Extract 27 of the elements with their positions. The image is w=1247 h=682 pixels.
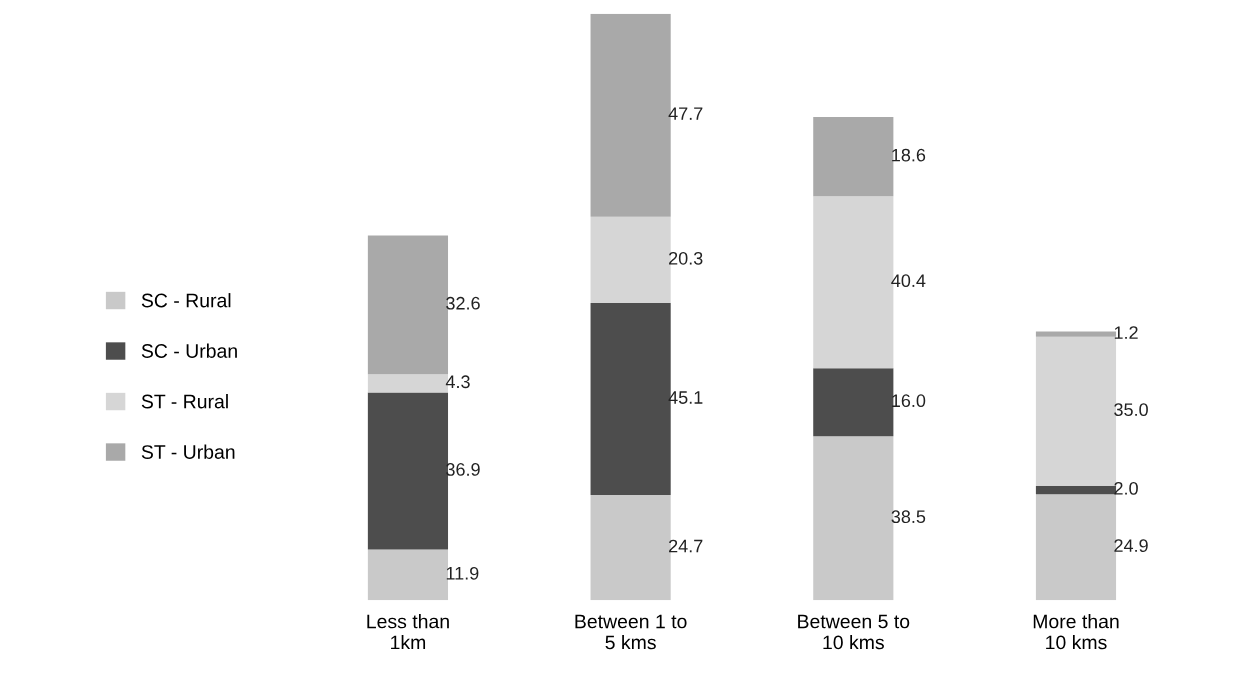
data-label: 24.9 bbox=[1114, 539, 1148, 553]
legend-label: ST - Rural bbox=[141, 394, 228, 409]
data-label: 18.6 bbox=[892, 148, 926, 162]
bar bbox=[590, 216, 671, 304]
data-label: 24.7 bbox=[669, 539, 703, 553]
data-label: 47.7 bbox=[668, 107, 703, 120]
bar bbox=[590, 495, 671, 601]
data-label: 4.3 bbox=[445, 375, 470, 389]
x-tick-label: Between 1 to 5 kms bbox=[575, 614, 687, 650]
x-tick-label: Less than 1km bbox=[367, 614, 449, 650]
data-label: 40.4 bbox=[891, 274, 926, 288]
legend-label: SC - Urban bbox=[141, 343, 237, 358]
bar bbox=[1035, 331, 1117, 337]
bar bbox=[367, 549, 449, 601]
data-label: 20.3 bbox=[669, 251, 703, 265]
data-label: 32.6 bbox=[446, 296, 480, 310]
x-tick-label: More than 10 kms bbox=[1033, 614, 1119, 650]
data-label: 1.2 bbox=[1114, 326, 1138, 339]
bar bbox=[813, 117, 894, 197]
x-tick-label: Between 5 to 10 kms bbox=[798, 614, 910, 650]
legend-label: SC - Rural bbox=[141, 293, 231, 308]
data-label: 38.5 bbox=[891, 510, 926, 524]
legend-label: ST - Urban bbox=[141, 444, 235, 459]
bar bbox=[813, 368, 894, 437]
data-label: 11.9 bbox=[446, 566, 479, 580]
data-label: 2.0 bbox=[1114, 481, 1138, 495]
data-label: 35.0 bbox=[1114, 403, 1148, 417]
